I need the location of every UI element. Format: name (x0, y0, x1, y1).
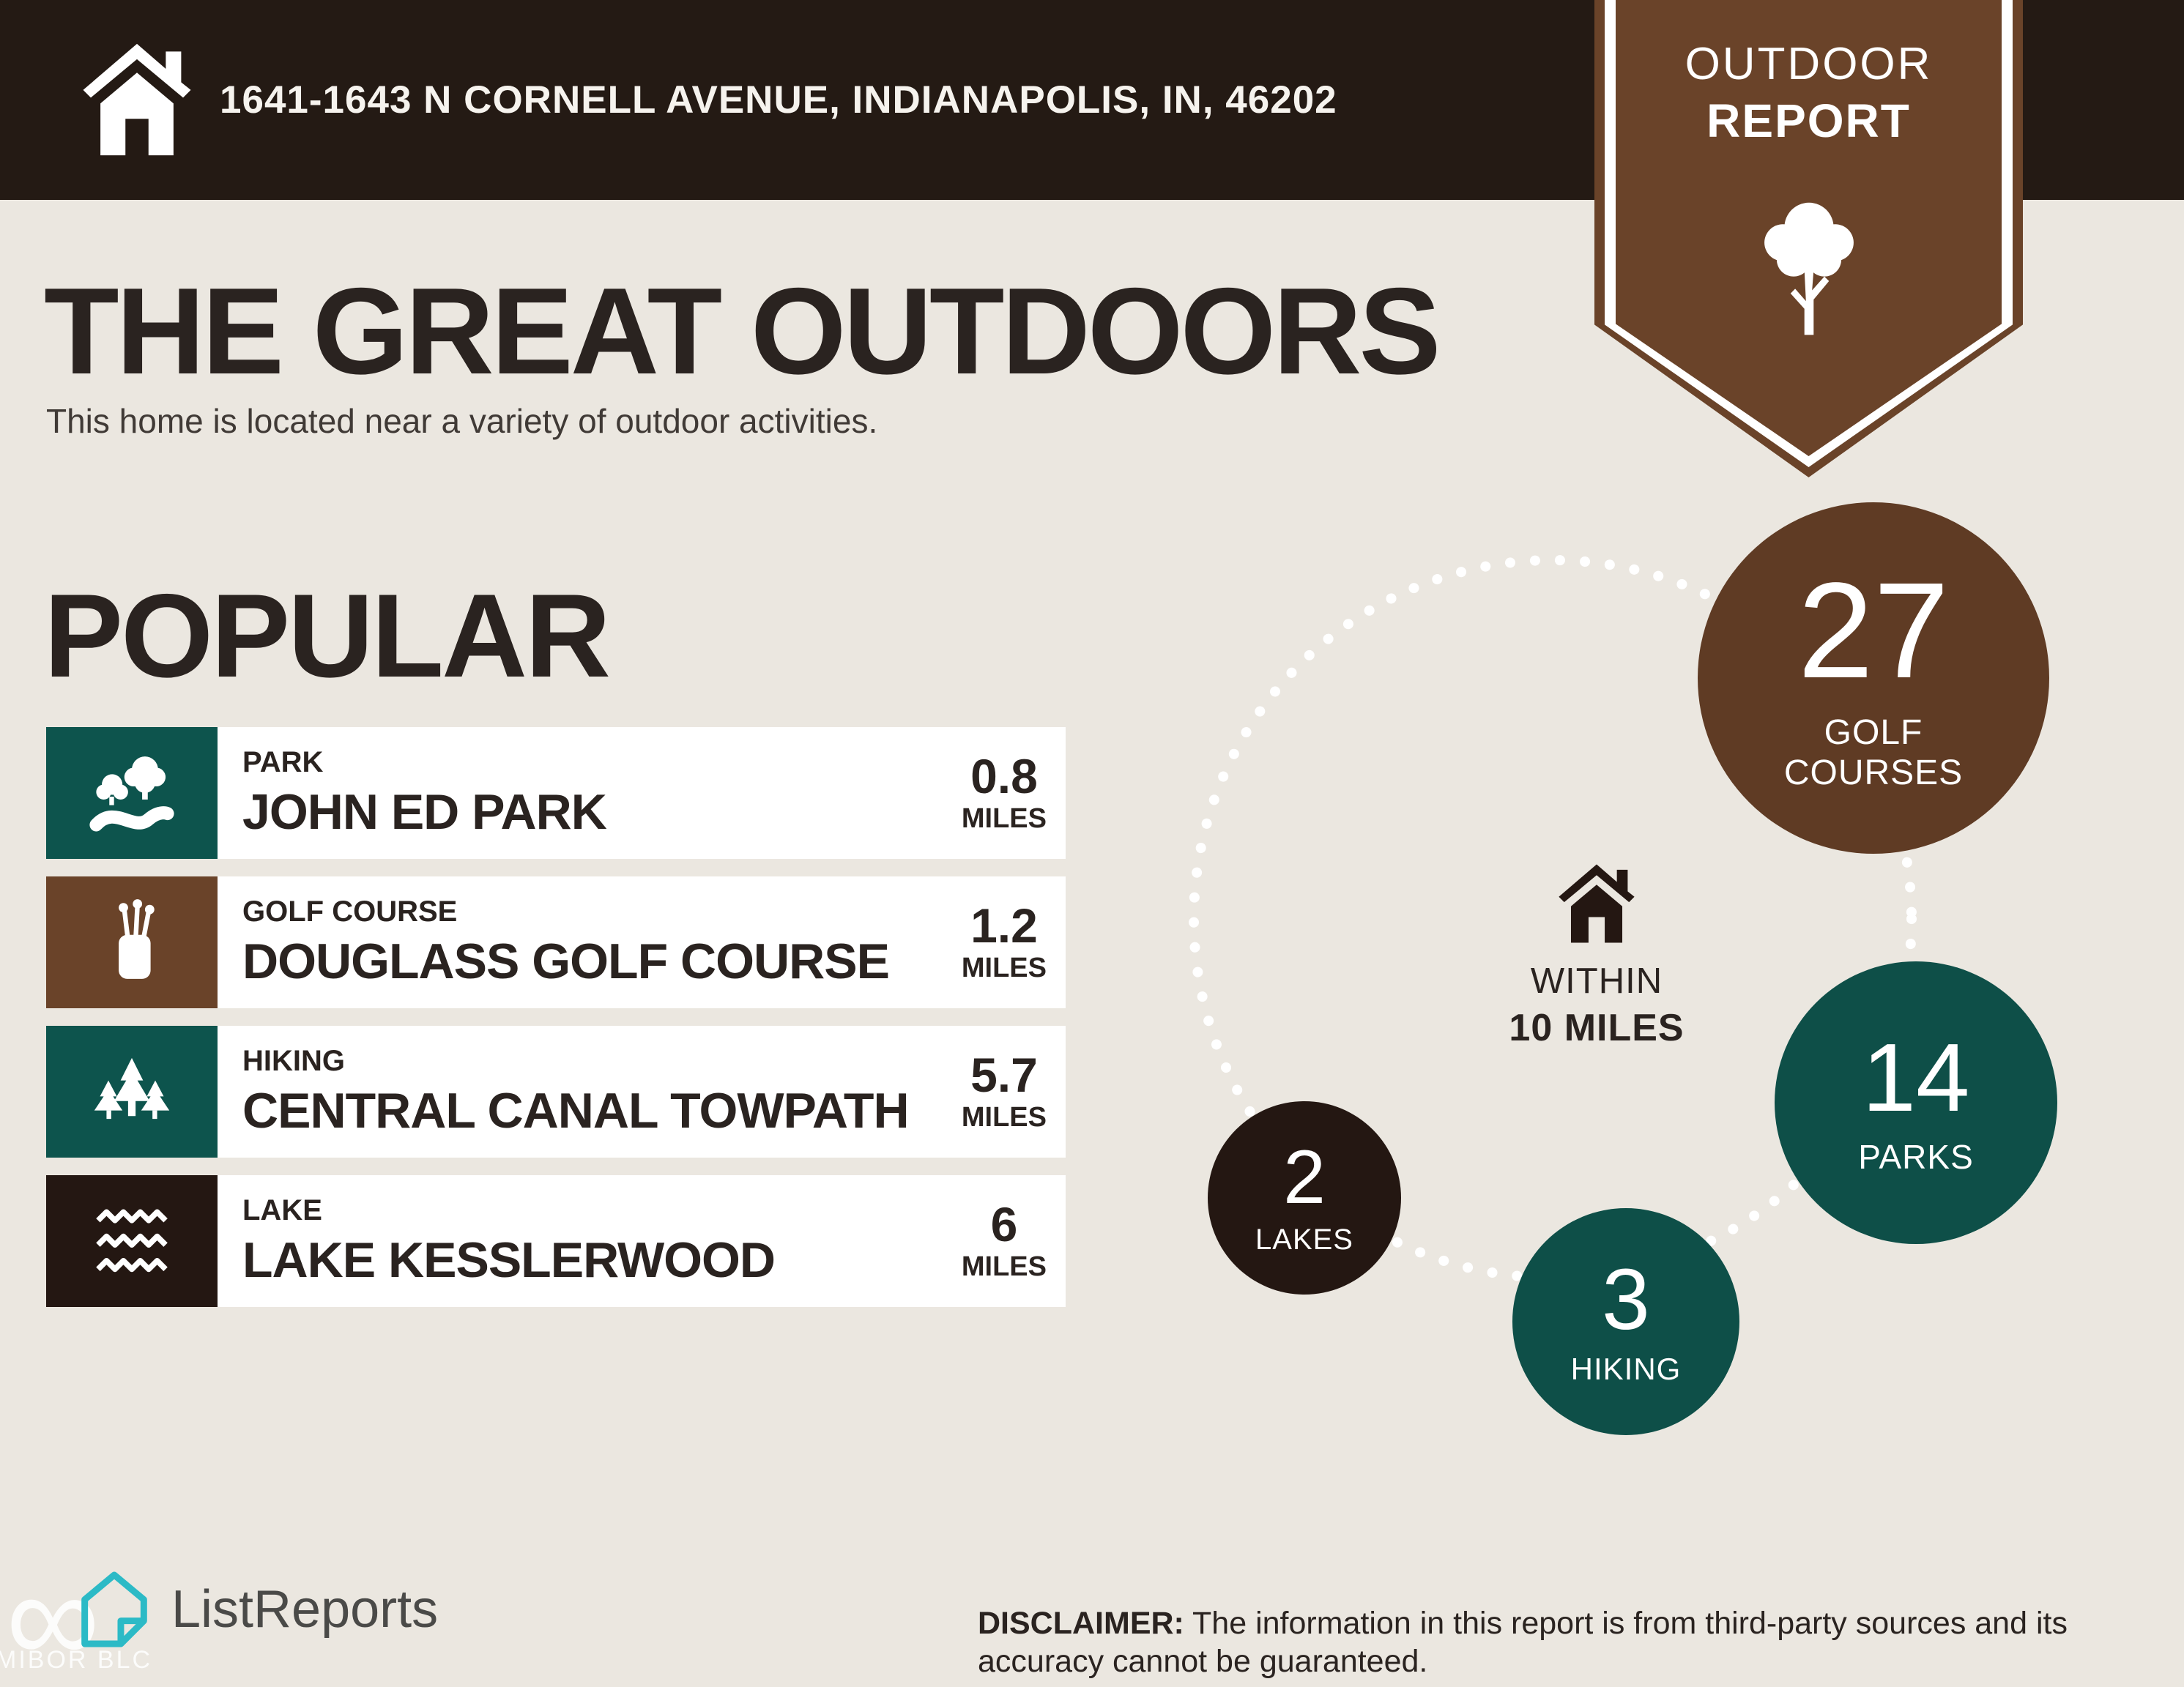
distance-unit: MILES (961, 1101, 1047, 1133)
bubble-value: 14 (1862, 1023, 1970, 1131)
within-radius-label: WITHIN 10 MILES (1487, 860, 1706, 1050)
bubble-hiking: 3 HIKING (1512, 1208, 1739, 1435)
within-label-line2: 10 MILES (1509, 1007, 1685, 1049)
property-address: 1641-1643 N CORNELL AVENUE, INDIANAPOLIS… (220, 78, 1337, 122)
bubble-golf-courses: 27 GOLF COURSES (1698, 502, 2049, 854)
bubble-parks: 14 PARKS (1775, 961, 2057, 1244)
home-icon (83, 43, 191, 156)
list-item-name: LAKE KESSLERWOOD (242, 1232, 776, 1288)
listreports-logo-text: ListReports (171, 1580, 439, 1639)
bubble-label: HIKING (1570, 1351, 1682, 1386)
list-item-park: PARK JOHN ED PARK 0.8 MILES (46, 727, 1066, 859)
popular-heading: POPULAR (44, 570, 611, 702)
badge-tree-icon (1764, 202, 1854, 335)
golf-bag-icon (46, 876, 218, 1008)
listreports-logo-icon (81, 1571, 147, 1647)
list-item-category: GOLF COURSE (242, 895, 458, 928)
park-trees-icon (46, 727, 218, 859)
listreports-logo: ListReports (73, 1568, 438, 1650)
waves-icon (46, 1175, 218, 1307)
list-item-category: LAKE (242, 1193, 322, 1226)
disclaimer: DISCLAIMER: The information in this repo… (978, 1604, 2135, 1681)
distance-value: 1.2 (970, 898, 1038, 953)
badge-line2: REPORT (1706, 94, 1911, 147)
bubble-lakes: 2 LAKES (1208, 1101, 1401, 1295)
page-subtitle: This home is located near a variety of o… (46, 402, 878, 440)
page-title: THE GREAT OUTDOORS (44, 262, 1441, 400)
list-item-golf-course: GOLF COURSE DOUGLASS GOLF COURSE 1.2 MIL… (46, 876, 1066, 1008)
list-item-hiking: HIKING CENTRAL CANAL TOWPATH 5.7 MILES (46, 1026, 1066, 1158)
bubble-label: GOLF COURSES (1783, 712, 1964, 792)
bubble-label: PARKS (1858, 1137, 1974, 1176)
pine-trees-icon (46, 1026, 218, 1158)
list-item-name: JOHN ED PARK (242, 783, 607, 840)
bubble-value: 3 (1602, 1251, 1650, 1348)
list-item-lake: LAKE LAKE KESSLERWOOD 6 MILES (46, 1175, 1066, 1307)
list-item-name: CENTRAL CANAL TOWPATH (242, 1082, 910, 1139)
bubble-label: LAKES (1255, 1224, 1353, 1256)
list-item-name: DOUGLASS GOLF COURSE (242, 933, 890, 989)
bubble-value: 2 (1283, 1135, 1326, 1220)
distance-unit: MILES (961, 1251, 1047, 1282)
list-item-category: PARK (242, 745, 324, 778)
within-label-line1: WITHIN (1530, 961, 1663, 1001)
watermark-text: MIBOR BLC (0, 1646, 153, 1674)
bubble-value: 27 (1797, 554, 1950, 707)
dotted-circle (1189, 555, 1917, 1283)
distance-value: 6 (990, 1196, 1018, 1251)
disclaimer-label: DISCLAIMER: (978, 1606, 1184, 1641)
outdoor-report-badge: OUTDOOR REPORT (1594, 0, 2023, 477)
list-item-category: HIKING (242, 1044, 345, 1077)
distance-unit: MILES (961, 952, 1047, 983)
distance-value: 0.8 (970, 748, 1038, 803)
within-house-icon (1559, 864, 1635, 943)
distance-value: 5.7 (970, 1047, 1038, 1102)
badge-line1: OUTDOOR (1685, 39, 1933, 89)
distance-unit: MILES (961, 802, 1047, 834)
disclaimer-text: The information in this report is from t… (978, 1606, 2068, 1680)
